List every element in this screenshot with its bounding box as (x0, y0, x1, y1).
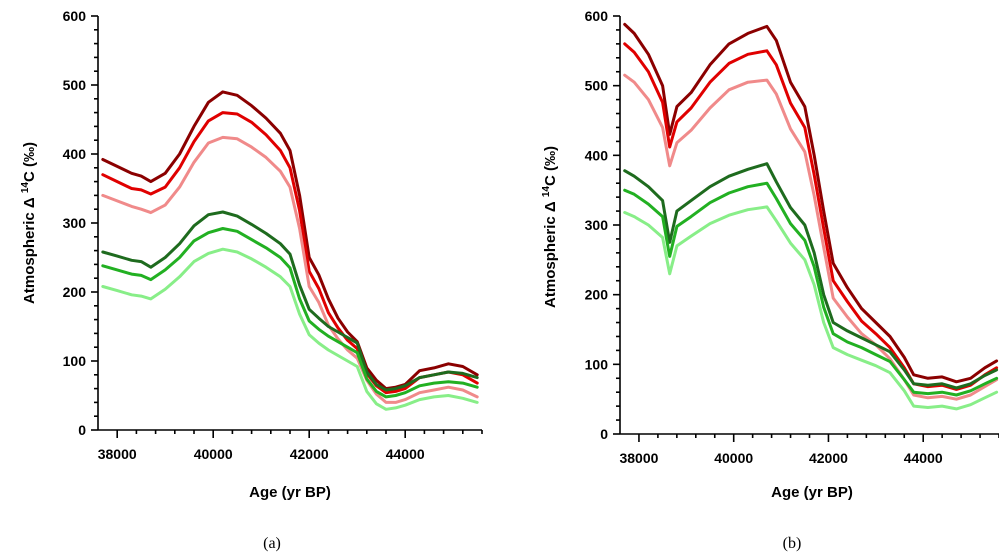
y-tick-label: 500 (585, 78, 609, 94)
series-line-3 (623, 73, 999, 401)
y-axis-title: Atmospheric Δ 14C (‰) (541, 146, 559, 308)
y-tick-label: 400 (585, 147, 609, 163)
x-axis-title: Age (yr BP) (771, 484, 853, 501)
series-line-1 (101, 90, 479, 391)
panel-label: (b) (783, 535, 802, 552)
x-tick-label: 38000 (98, 446, 137, 462)
series-line-5 (101, 227, 479, 399)
x-tick-label: 44000 (904, 450, 943, 466)
y-tick-label: 100 (585, 356, 609, 372)
y-tick-label: 400 (63, 146, 87, 162)
x-tick-label: 40000 (194, 446, 233, 462)
series-line-2 (623, 42, 999, 391)
panel-label: (a) (263, 535, 281, 552)
x-tick-label: 42000 (290, 446, 329, 462)
series-line-6 (623, 205, 999, 411)
y-tick-label: 300 (585, 217, 609, 233)
y-tick-label: 600 (585, 8, 609, 24)
y-tick-label: 100 (63, 353, 87, 369)
x-axis-title: Age (yr BP) (249, 484, 331, 501)
series-line-1 (623, 22, 999, 384)
x-tick-label: 42000 (809, 450, 848, 466)
y-tick-label: 0 (78, 422, 86, 438)
y-tick-label: 500 (63, 77, 87, 93)
series-line-4 (101, 210, 479, 392)
y-tick-label: 200 (63, 284, 87, 300)
series-line-2 (101, 111, 479, 395)
panel-b: 0 100 200 300 400 500 600 38000 40000 42000 44000 A… (541, 8, 999, 552)
y-tick-label: 600 (63, 8, 87, 24)
y-axis-title: Atmospheric Δ 14C (‰) (20, 142, 38, 304)
x-tick-label: 44000 (386, 446, 425, 462)
series-line-5 (623, 181, 999, 397)
series-line-4 (623, 162, 999, 390)
panel-a: 0 100 200 300 400 500 600 38000 40000 42000 44000 A… (20, 8, 483, 552)
y-tick-label: 200 (585, 287, 609, 303)
series-line-3 (101, 135, 479, 404)
y-tick-label: 300 (63, 215, 87, 231)
x-tick-label: 38000 (619, 450, 658, 466)
y-tick-label: 0 (600, 426, 608, 442)
series-line-6 (101, 247, 479, 411)
x-tick-label: 40000 (714, 450, 753, 466)
